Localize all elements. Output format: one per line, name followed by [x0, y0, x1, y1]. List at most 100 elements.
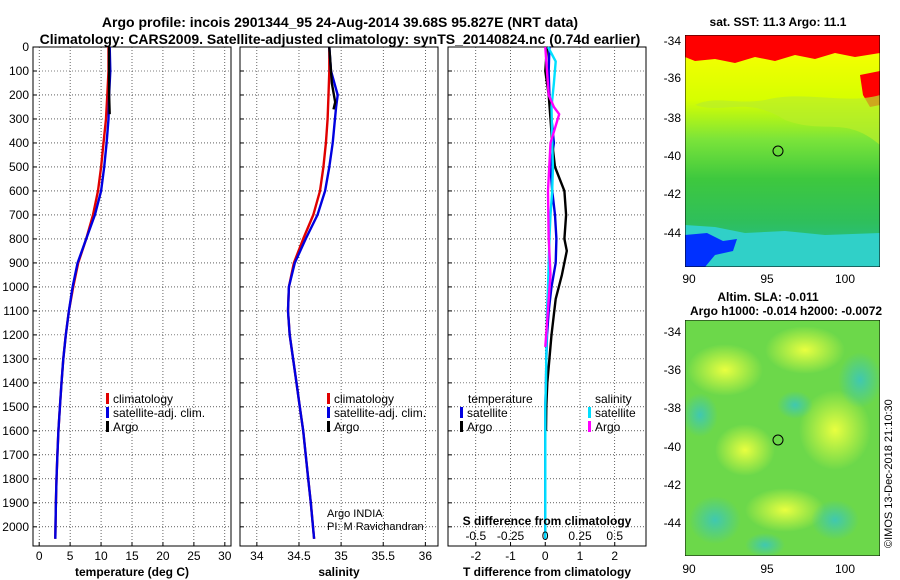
- difference-xtick-2: 0: [542, 549, 549, 563]
- depth-tick-1700: 1700: [2, 448, 29, 462]
- legend-diff-temperature-head: temperature: [468, 392, 533, 406]
- temperature-xtick-5: 25: [187, 549, 201, 563]
- title-line2: Climatology: CARS2009. Satellite-adjuste…: [40, 31, 641, 47]
- salinity-series: [286, 46, 339, 539]
- temperature-xtick-4: 20: [156, 549, 170, 563]
- temperature-xtick-3: 15: [125, 549, 139, 563]
- temperature-x-ticks: 0 5 10 15 20 25 30: [36, 549, 232, 563]
- temperature-legend: climatology satellite-adj. clim. Argo: [106, 392, 205, 434]
- imos-watermark: ©IMOS 13-Dec-2018 21:10:30: [883, 399, 895, 548]
- depth-tick-500: 500: [9, 160, 29, 174]
- sst-xtick-95: 95: [760, 272, 774, 286]
- s-diff-tick-4: 0.5: [606, 529, 623, 543]
- sst-xtick-100: 100: [835, 272, 855, 286]
- legend-temp-argo: Argo: [113, 420, 139, 434]
- legend-temp-satellite-swatch: [106, 407, 109, 418]
- temperature-panel: climatology satellite-adj. clim. Argo 0 5…: [32, 46, 232, 579]
- sla-ytick-38: -38: [664, 401, 682, 415]
- temperature-grid: [33, 46, 231, 546]
- salinity-xtick-4: 36: [419, 549, 433, 563]
- sla-high-3: [799, 390, 871, 470]
- credit-line2: PI: M Ravichandran: [327, 521, 424, 533]
- temperature-xtick-2: 10: [94, 549, 108, 563]
- title-line1: Argo profile: incois 2901344_95 24-Aug-2…: [102, 14, 578, 30]
- sla-ytick-34: -34: [664, 325, 682, 339]
- argo-position-marker-sst: [772, 145, 784, 157]
- sst-yellow-green-zone: [695, 95, 880, 145]
- depth-tick-700: 700: [9, 208, 29, 222]
- temperature-xtick-1: 5: [67, 549, 74, 563]
- difference-xtick-4: 2: [611, 549, 618, 563]
- legend-sal-climatology-swatch: [327, 393, 330, 404]
- legend-diff-temp-satellite-swatch: [460, 407, 463, 418]
- sla-low-2: [685, 393, 718, 437]
- s-diff-tick-3: 0.25: [568, 529, 592, 543]
- sst-map-panel: sat. SST: 11.3 Argo: 11.1: [664, 15, 880, 286]
- depth-tick-1400: 1400: [2, 376, 29, 390]
- sla-map-title-line1: Altim. SLA: -0.011: [717, 290, 819, 304]
- sst-map-ticks: -34 -36 -38 -40 -42 -44 90 95 100: [664, 34, 856, 286]
- depth-tick-1600: 1600: [2, 424, 29, 438]
- salinity-series-satellite-adj-clim-: [286, 46, 339, 539]
- legend-temp-climatology: climatology: [113, 392, 173, 406]
- sla-high-1: [687, 344, 763, 396]
- s-diff-tick-2: 0: [542, 529, 549, 543]
- difference-legend: temperature satellite Argo salinity sate…: [460, 392, 636, 434]
- salinity-xtick-3: 35.5: [372, 549, 396, 563]
- sst-warm-band: [685, 35, 880, 63]
- sla-map: [685, 320, 880, 556]
- depth-tick-1000: 1000: [2, 280, 29, 294]
- sla-map-panel: Altim. SLA: -0.011 Argo h1000: -0.014 h2…: [664, 290, 883, 576]
- temperature-series-satellite-adj-clim-: [54, 46, 112, 539]
- sla-low-4: [811, 500, 859, 540]
- sla-map-title-line2: Argo h1000: -0.014 h2000: -0.0072: [690, 304, 882, 318]
- sla-low-3: [689, 496, 741, 544]
- sla-ytick-44: -44: [664, 516, 682, 530]
- sla-low-1: [838, 352, 880, 408]
- depth-tick-0: 0: [22, 40, 29, 54]
- depth-tick-2000: 2000: [2, 520, 29, 534]
- legend-diff-temp-argo: Argo: [467, 420, 493, 434]
- difference-series-salinity-satellite: [544, 46, 557, 539]
- temperature-series: [54, 46, 112, 539]
- sla-xtick-100: 100: [835, 562, 855, 576]
- sla-high-4: [715, 424, 775, 476]
- sla-map-ticks: -34 -36 -38 -40 -42 -44 90 95 100: [664, 325, 856, 576]
- sst-map-title: sat. SST: 11.3 Argo: 11.1: [710, 15, 847, 29]
- depth-tick-300: 300: [9, 112, 29, 126]
- depth-tick-1100: 1100: [3, 304, 29, 318]
- legend-diff-sal-satellite-swatch: [588, 407, 591, 418]
- legend-temp-climatology-swatch: [106, 393, 109, 404]
- depth-tick-400: 400: [9, 136, 29, 150]
- sst-ytick-36: -36: [664, 71, 682, 85]
- sst-cyan-zone: [685, 225, 880, 267]
- temperature-xlabel: temperature (deg C): [75, 565, 189, 579]
- salinity-xlabel: salinity: [318, 565, 360, 579]
- sst-map: [685, 35, 880, 267]
- sst-ytick-38: -38: [664, 111, 682, 125]
- legend-diff-sal-argo: Argo: [595, 420, 621, 434]
- sla-high-5: [745, 488, 825, 532]
- sla-high-2: [765, 326, 845, 374]
- difference-grid: [448, 46, 646, 546]
- sla-low-6: [745, 533, 785, 556]
- legend-sal-argo: Argo: [334, 420, 360, 434]
- temperature-xtick-6: 30: [218, 549, 232, 563]
- sst-ytick-44: -44: [664, 226, 682, 240]
- legend-sal-satellite-swatch: [327, 407, 330, 418]
- salinity-panel: climatology satellite-adj. clim. Argo Ar…: [239, 46, 439, 579]
- sst-ytick-40: -40: [664, 149, 682, 163]
- credit-line1: Argo INDIA: [327, 508, 383, 520]
- depth-tick-800: 800: [9, 232, 29, 246]
- salinity-xtick-2: 35: [334, 549, 348, 563]
- salinity-series-argo: [328, 46, 337, 110]
- depth-tick-900: 900: [9, 256, 29, 270]
- depth-tick-1800: 1800: [2, 472, 29, 486]
- salinity-xtick-1: 34.5: [287, 549, 311, 563]
- depth-tick-100: 100: [9, 64, 29, 78]
- sla-low-5: [777, 391, 813, 419]
- difference-series: [544, 46, 568, 539]
- sla-ytick-36: -36: [664, 363, 682, 377]
- legend-temp-argo-swatch: [106, 421, 109, 432]
